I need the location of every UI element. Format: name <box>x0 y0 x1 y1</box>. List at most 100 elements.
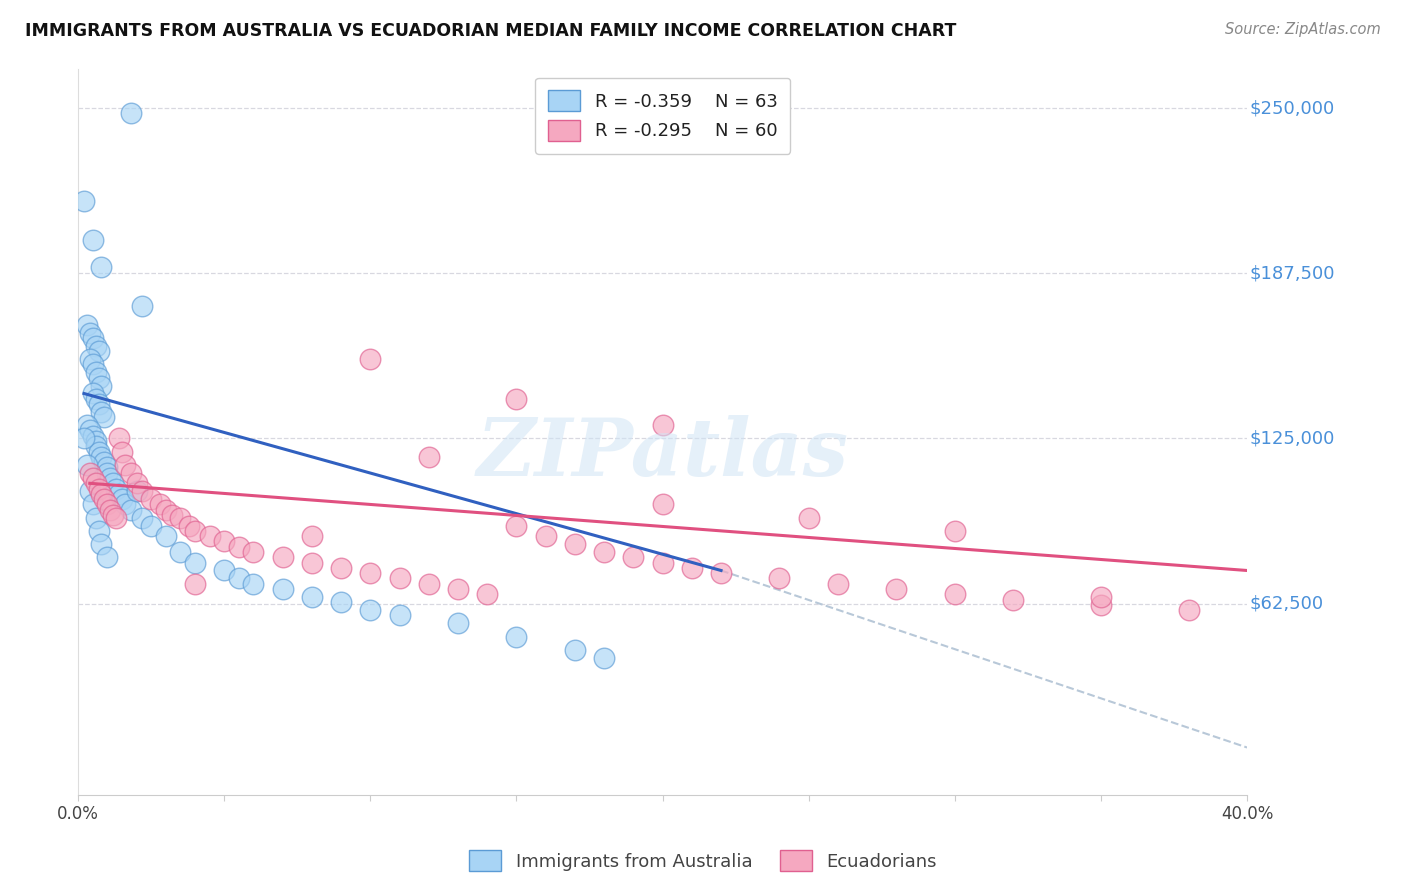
Point <box>184 576 207 591</box>
Point <box>418 576 440 591</box>
Point <box>73 431 96 445</box>
Point <box>1177 603 1199 617</box>
Legend: R = -0.359    N = 63, R = -0.295    N = 60: R = -0.359 N = 63, R = -0.295 N = 60 <box>536 78 790 153</box>
Point <box>155 529 177 543</box>
Point <box>98 502 121 516</box>
Point <box>98 471 121 485</box>
Point <box>447 582 470 596</box>
Point <box>84 392 107 406</box>
Point <box>84 439 107 453</box>
Point <box>125 484 148 499</box>
Point <box>943 524 966 538</box>
Point <box>82 386 104 401</box>
Point <box>90 405 112 419</box>
Point <box>271 550 294 565</box>
Point <box>212 534 235 549</box>
Point <box>797 510 820 524</box>
Point <box>79 484 101 499</box>
Point <box>87 524 110 538</box>
Point <box>301 529 323 543</box>
Point <box>388 571 411 585</box>
Point <box>114 498 136 512</box>
Point <box>82 429 104 443</box>
Point <box>198 529 221 543</box>
Point <box>114 458 136 472</box>
Point <box>768 571 790 585</box>
Point <box>79 326 101 340</box>
Point <box>93 455 115 469</box>
Point <box>79 466 101 480</box>
Point <box>179 518 201 533</box>
Point <box>359 603 381 617</box>
Point <box>388 608 411 623</box>
Point <box>301 590 323 604</box>
Point <box>87 370 110 384</box>
Point <box>242 576 264 591</box>
Point <box>149 498 172 512</box>
Point <box>169 510 191 524</box>
Point <box>87 444 110 458</box>
Point <box>131 484 153 499</box>
Point <box>710 566 733 581</box>
Point <box>418 450 440 464</box>
Point <box>82 498 104 512</box>
Point <box>111 444 134 458</box>
Point <box>79 352 101 367</box>
Text: $187,500: $187,500 <box>1250 264 1334 282</box>
Point <box>76 458 98 472</box>
Point <box>76 418 98 433</box>
Point <box>90 487 112 501</box>
Point <box>184 524 207 538</box>
Text: $125,000: $125,000 <box>1250 429 1334 448</box>
Point <box>90 260 112 274</box>
Point <box>141 492 163 507</box>
Point <box>593 650 616 665</box>
Point <box>82 331 104 345</box>
Point <box>131 510 153 524</box>
Point <box>184 556 207 570</box>
Point <box>84 434 107 448</box>
Point <box>87 397 110 411</box>
Point <box>105 482 128 496</box>
Point <box>886 582 908 596</box>
Point <box>73 194 96 208</box>
Point <box>141 518 163 533</box>
Point <box>105 510 128 524</box>
Point <box>155 502 177 516</box>
Point <box>169 545 191 559</box>
Point <box>505 518 527 533</box>
Point <box>84 365 107 379</box>
Point <box>84 476 107 491</box>
Point <box>271 582 294 596</box>
Point <box>125 476 148 491</box>
Point <box>242 545 264 559</box>
Point <box>93 492 115 507</box>
Point <box>87 482 110 496</box>
Point <box>447 616 470 631</box>
Point <box>330 595 353 609</box>
Point <box>90 450 112 464</box>
Point <box>87 344 110 359</box>
Point <box>228 540 250 554</box>
Point <box>120 106 142 120</box>
Point <box>84 339 107 353</box>
Point <box>90 378 112 392</box>
Point <box>96 550 118 565</box>
Point <box>505 392 527 406</box>
Point <box>651 498 673 512</box>
Text: IMMIGRANTS FROM AUSTRALIA VS ECUADORIAN MEDIAN FAMILY INCOME CORRELATION CHART: IMMIGRANTS FROM AUSTRALIA VS ECUADORIAN … <box>25 22 956 40</box>
Point <box>120 502 142 516</box>
Point <box>82 471 104 485</box>
Text: Source: ZipAtlas.com: Source: ZipAtlas.com <box>1225 22 1381 37</box>
Point <box>505 630 527 644</box>
Point <box>827 576 849 591</box>
Point <box>593 545 616 559</box>
Point <box>301 556 323 570</box>
Point <box>621 550 644 565</box>
Point <box>84 510 107 524</box>
Point <box>108 431 131 445</box>
Legend: Immigrants from Australia, Ecuadorians: Immigrants from Australia, Ecuadorians <box>461 843 945 879</box>
Point <box>651 418 673 433</box>
Point <box>96 498 118 512</box>
Point <box>82 233 104 247</box>
